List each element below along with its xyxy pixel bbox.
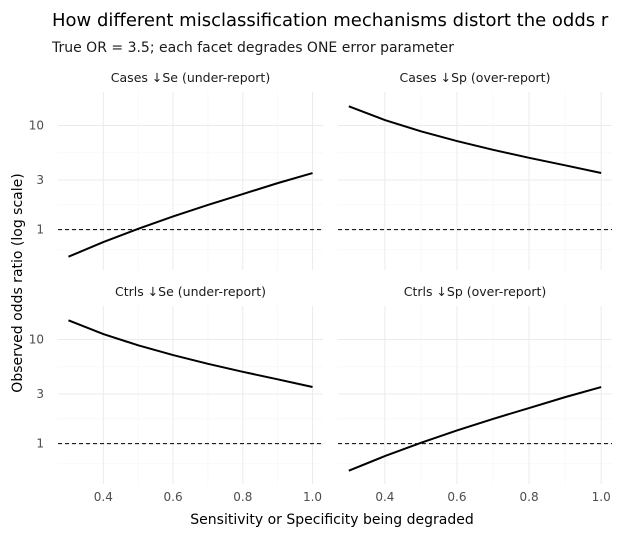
x-axis-title: Sensitivity or Specificity being degrade… xyxy=(190,512,473,528)
x-tick-label: 0.8 xyxy=(233,490,252,504)
x-tick-label: 0.6 xyxy=(447,490,466,504)
facet-panel: Cases ↓Sp (over-report) xyxy=(338,70,612,270)
y-axis-title: Observed odds ratio (log scale) xyxy=(10,173,26,392)
y-tick-label: 10 xyxy=(29,119,44,133)
x-tick-label: 1.0 xyxy=(303,490,322,504)
x-tick-label: 0.6 xyxy=(164,490,183,504)
facet-panel: Ctrls ↓Se (under-report) 1 3 10 0.4 0.6 0.8 1.0 xyxy=(29,284,323,504)
facet-panel: Ctrls ↓Sp (over-report) 0.4 0.6 0.8 1.0 xyxy=(338,284,612,504)
y-tick-label: 1 xyxy=(36,437,44,451)
y-tick-label: 10 xyxy=(29,333,44,347)
facet-label: Ctrls ↓Sp (over-report) xyxy=(404,284,547,299)
series-line xyxy=(348,105,602,175)
y-tick-label: 1 xyxy=(36,223,44,237)
facet-panel: Cases ↓Se (under-report) 1 3 10 xyxy=(29,70,323,270)
chart-title: How different misclassification mechanis… xyxy=(52,10,609,31)
series-line xyxy=(348,386,602,472)
chart-subtitle: True OR = 3.5; each facet degrades ONE e… xyxy=(51,40,454,56)
y-tick-label: 3 xyxy=(36,173,44,187)
x-tick-label: 1.0 xyxy=(592,490,611,504)
facet-label: Cases ↓Se (under-report) xyxy=(111,70,270,85)
facet-panels: Cases ↓Se (under-report) 1 3 10 Cases ↓Sp (o… xyxy=(29,70,612,504)
x-tick-label: 0.4 xyxy=(375,490,394,504)
series-line xyxy=(68,319,313,389)
y-tick-label: 3 xyxy=(36,387,44,401)
facet-label: Cases ↓Sp (over-report) xyxy=(400,70,551,85)
x-tick-label: 0.8 xyxy=(520,490,539,504)
facet-label: Ctrls ↓Se (under-report) xyxy=(115,284,266,299)
x-tick-label: 0.4 xyxy=(94,490,113,504)
series-line xyxy=(68,172,313,258)
